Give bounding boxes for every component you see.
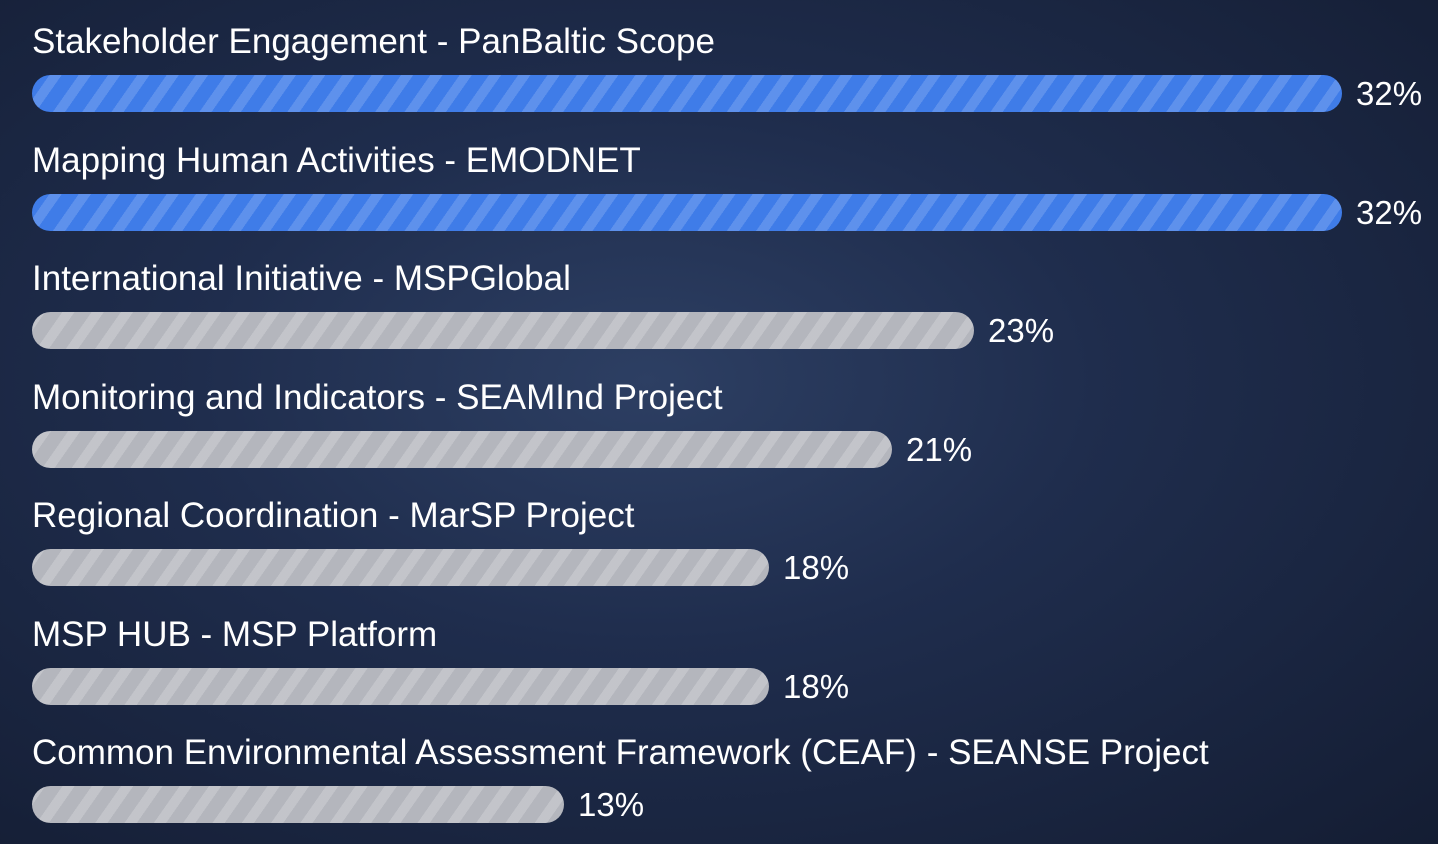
poll-option-row: Common Environmental Assessment Framewor…	[32, 731, 1432, 844]
poll-bar-track	[32, 430, 1342, 468]
poll-option-row: Mapping Human Activities - EMODNET 32%	[32, 139, 1432, 257]
poll-bar-track	[32, 193, 1342, 231]
poll-option-label: MSP HUB - MSP Platform	[32, 614, 438, 654]
poll-percent-label: 32%	[1356, 193, 1423, 231]
poll-option-row: Monitoring and Indicators - SEAMInd Proj…	[32, 376, 1432, 494]
poll-percent-label: 18%	[783, 667, 850, 705]
poll-option-row: MSP HUB - MSP Platform 18%	[32, 613, 1432, 731]
poll-percent-label: 13%	[578, 786, 645, 823]
poll-bar	[32, 193, 1342, 231]
poll-bar-track	[32, 312, 1342, 349]
poll-percent-label: 23%	[988, 312, 1055, 349]
poll-percent-label: 21%	[906, 430, 973, 468]
poll-option-row: Regional Coordination - MarSP Project 18%	[32, 494, 1432, 612]
poll-option-label: Mapping Human Activities - EMODNET	[32, 140, 641, 180]
poll-option-label: Common Environmental Assessment Framewor…	[32, 733, 1209, 772]
poll-option-label: Regional Coordination - MarSP Project	[32, 496, 635, 535]
poll-bar	[32, 667, 769, 705]
poll-percent-label: 18%	[783, 549, 850, 586]
poll-bar-track	[32, 667, 1342, 705]
poll-bar	[32, 549, 769, 586]
poll-bar	[32, 430, 892, 468]
poll-percent-label: 32%	[1356, 75, 1423, 112]
poll-option-label: International Initiative - MSPGlobal	[32, 259, 571, 298]
poll-option-label: Monitoring and Indicators - SEAMInd Proj…	[32, 377, 723, 417]
poll-option-row: Stakeholder Engagement - PanBaltic Scope…	[32, 20, 1432, 138]
poll-bar-track	[32, 549, 1342, 586]
poll-bar	[32, 75, 1342, 112]
poll-option-label: Stakeholder Engagement - PanBaltic Scope	[32, 22, 715, 61]
poll-bar	[32, 786, 564, 823]
poll-bar	[32, 312, 974, 349]
poll-bar-track	[32, 75, 1342, 112]
poll-bar-track	[32, 786, 1342, 823]
poll-option-row: International Initiative - MSPGlobal 23%	[32, 257, 1432, 375]
